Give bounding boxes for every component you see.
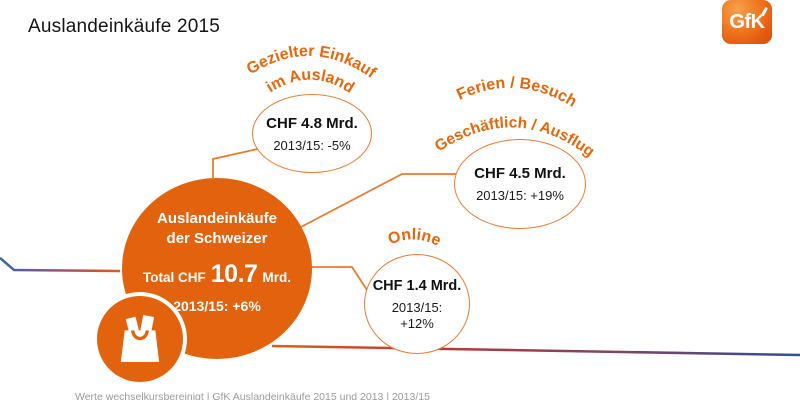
hub-bubble: Auslandeinkäufe der Schweizer Total CHF … <box>122 178 312 359</box>
node-value: CHF 1.4 Mrd. <box>372 277 462 294</box>
node-change-line1: 2013/15: <box>391 299 443 315</box>
decorative-trendline-left <box>0 257 121 273</box>
hub-title-line1: Auslandeinkäufe <box>156 210 278 227</box>
node-value: CHF 4.5 Mrd. <box>474 165 566 182</box>
node-change: 2013/15: -5% <box>273 137 351 153</box>
hub-total-value: 10.7 <box>210 259 258 288</box>
footer-source-note: Werte wechselkursbereinigt | GfK Ausland… <box>75 391 430 400</box>
gfk-logo-text: GfK <box>729 10 765 33</box>
hub-total-prefix: Total CHF <box>143 269 206 285</box>
shopping-bag-icon <box>120 314 160 362</box>
hub-change: 2013/15: +6% <box>173 297 261 314</box>
connector-hub-to-node2 <box>298 173 456 229</box>
connector-hub-to-node3 <box>306 266 368 291</box>
hub-title-line2: der Schweizer <box>166 229 268 247</box>
shopping-bag-badge <box>93 292 187 386</box>
node-change: 2013/15: +19% <box>476 188 564 203</box>
node-ferien-besuch: CHF 4.5 Mrd. 2013/15: +19% <box>454 139 586 229</box>
node2-label-line1: Ferien / Besuch <box>454 75 579 111</box>
node-online: CHF 1.4 Mrd. 2013/15: +12% <box>364 254 470 354</box>
page-title: Auslandeinkäufe 2015 <box>28 16 221 37</box>
node-value: CHF 4.8 Mrd. <box>266 114 358 132</box>
gfk-logo: GfK <box>722 0 772 44</box>
node1-label-line2: im Ausland <box>263 67 357 97</box>
hub-total-unit: Mrd. <box>262 269 291 285</box>
connector-hub-to-node1 <box>212 147 263 178</box>
decorative-trendline-right <box>271 344 800 357</box>
node-change-line2: +12% <box>400 315 434 331</box>
hub-total: Total CHF 10.7 Mrd. <box>122 260 312 289</box>
node3-label: Online <box>386 226 444 249</box>
node-gezielter-einkauf: CHF 4.8 Mrd. 2013/15: -5% <box>252 94 372 173</box>
